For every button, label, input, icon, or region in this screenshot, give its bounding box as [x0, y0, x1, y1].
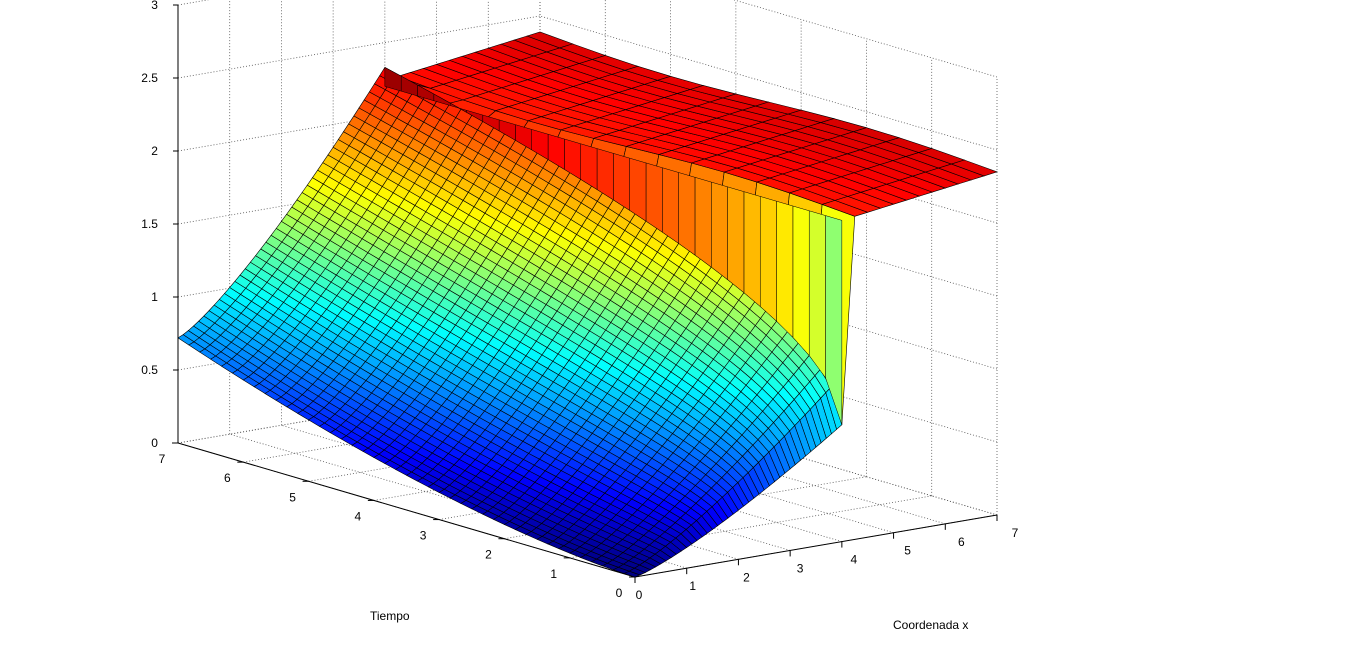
- y-tick-label: 3: [420, 529, 427, 543]
- surface-cliff-patch: [694, 176, 712, 268]
- z-tick-label: 2.5: [141, 71, 158, 85]
- surface-cliff-patch: [776, 200, 794, 338]
- surface-cliff-patch: [629, 157, 647, 222]
- x-tick-label: 1: [689, 579, 696, 593]
- y-tick-label: 7: [159, 452, 166, 466]
- surface-cliff-patch: [743, 191, 761, 307]
- surface-cliff-patch: [384, 66, 402, 92]
- surface-cliff-patch: [759, 196, 777, 322]
- surface-cliff-patch: [678, 172, 696, 256]
- y-tick-label: 2: [485, 548, 492, 562]
- z-tick-label: 2: [151, 144, 158, 158]
- grid-line: [177, 0, 210, 6]
- y-axis-label: Tiempo: [370, 609, 410, 623]
- z-tick-label: 3: [151, 0, 158, 12]
- x-axis-label: Coordenada x: [893, 618, 968, 632]
- grid-line: [539, 15, 998, 151]
- z-tick-label: 0: [151, 436, 158, 450]
- grid-line: [177, 15, 541, 79]
- surface-cliff-patch: [727, 186, 745, 294]
- y-tick-label: 0: [616, 586, 623, 600]
- grid-line: [229, 433, 687, 569]
- grid-line: [569, 495, 932, 559]
- surface-cliff-patch: [808, 210, 826, 379]
- surface-cliff-patch: [711, 181, 728, 281]
- surface-patch: [950, 159, 998, 177]
- x-tick-label: 3: [797, 561, 804, 575]
- x-tick-label: 5: [904, 544, 911, 558]
- x-tick-label: 7: [1012, 526, 1019, 540]
- y-tick-label: 6: [224, 471, 231, 485]
- z-tick-label: 1.5: [141, 217, 158, 231]
- surface: [177, 31, 998, 578]
- z-tick-label: 1: [151, 290, 158, 304]
- x-tick-label: 6: [958, 535, 965, 549]
- x-tick-label: 0: [636, 588, 643, 602]
- x-tick-label: 2: [743, 570, 750, 584]
- surface-cliff-patch: [645, 162, 663, 233]
- x-tick-label: 4: [851, 553, 858, 567]
- surface-cliff-patch: [792, 205, 810, 357]
- x-axis-line: [634, 514, 998, 578]
- y-tick-label: 1: [550, 567, 557, 581]
- surface-cliff-patch: [662, 167, 679, 244]
- y-tick-label: 5: [289, 490, 296, 504]
- y-tick-label: 4: [355, 509, 362, 523]
- z-tick-label: 0.5: [141, 363, 158, 377]
- y-axis-line: [177, 442, 636, 578]
